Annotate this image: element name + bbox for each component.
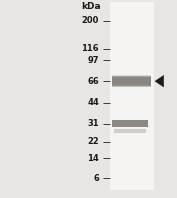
Text: 31: 31 (87, 119, 99, 128)
Bar (112, 76, 151, 87)
Bar (112, 76, 151, 86)
Bar (110, 2, 154, 190)
Bar (112, 120, 148, 127)
Text: 116: 116 (81, 44, 99, 53)
Text: 200: 200 (82, 16, 99, 25)
Text: 6: 6 (93, 174, 99, 183)
Bar (112, 75, 151, 87)
Bar (112, 77, 151, 85)
Bar (112, 120, 148, 127)
Text: 44: 44 (87, 98, 99, 108)
Text: 97: 97 (88, 56, 99, 65)
Bar (112, 77, 151, 85)
Text: 66: 66 (87, 77, 99, 86)
Bar (112, 120, 148, 127)
Bar (112, 77, 151, 86)
Bar (112, 120, 148, 127)
Bar (112, 120, 148, 127)
Text: kDa: kDa (81, 2, 101, 11)
Text: 14: 14 (87, 154, 99, 163)
Text: 22: 22 (87, 137, 99, 146)
Bar (114, 129, 146, 133)
Polygon shape (155, 75, 164, 87)
